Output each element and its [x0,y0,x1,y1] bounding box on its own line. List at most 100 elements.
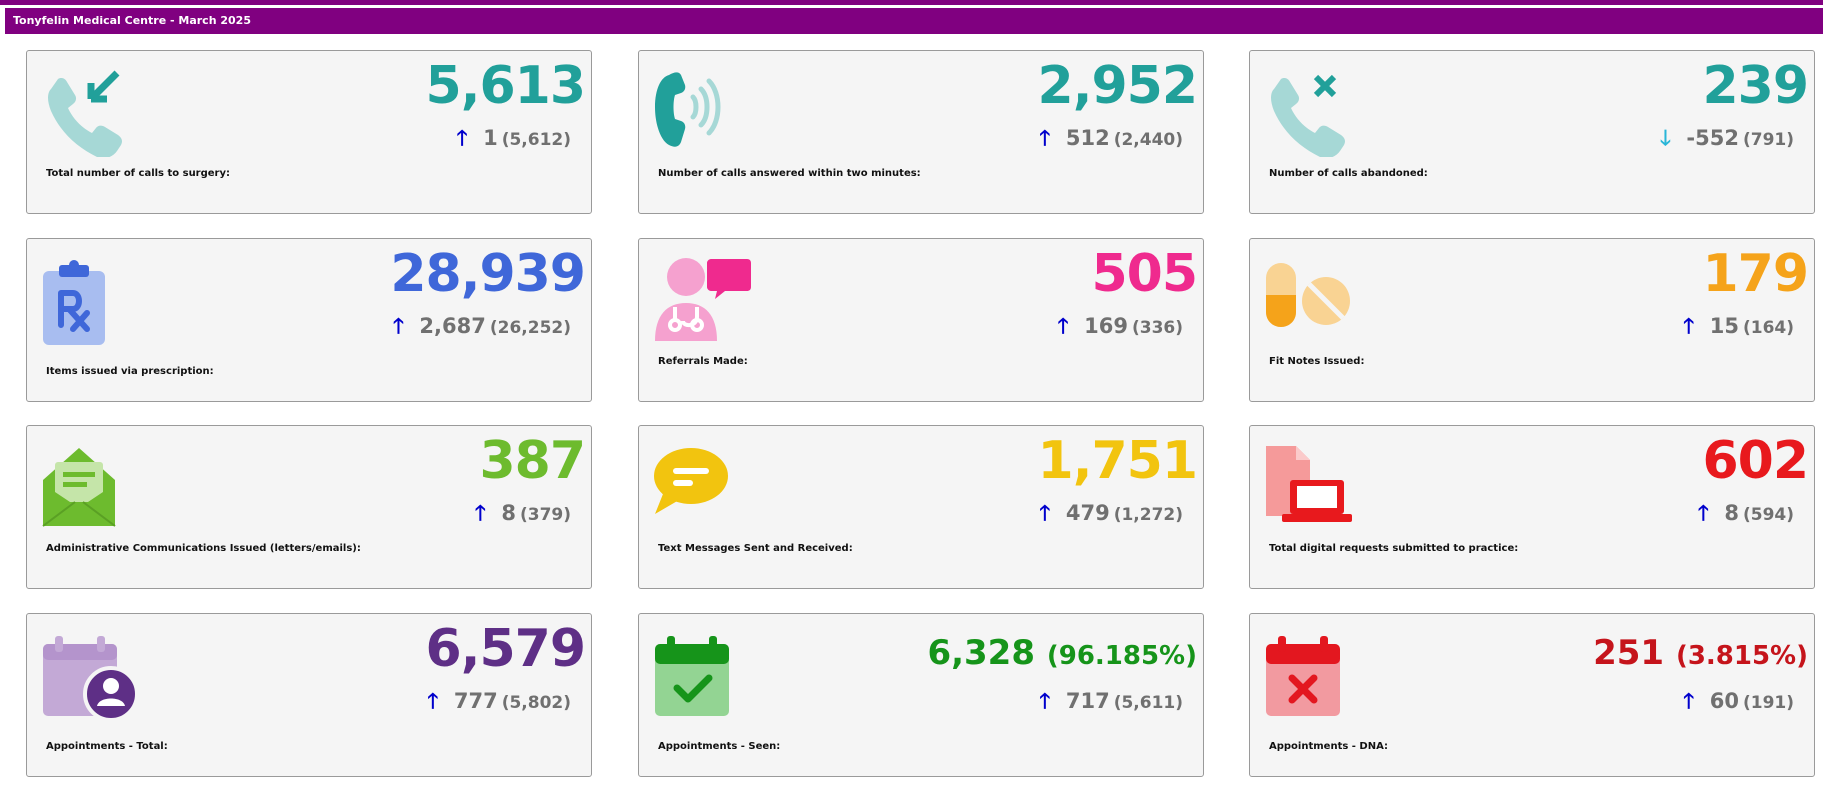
kpi-card-prescriptions: 28,939 🡑 2,687 (26,252) Items issued via p… [26,238,592,402]
kpi-card-calls-abandoned: 239 🡓 -552 (791) Number of calls abandoned… [1249,50,1815,214]
arrow-up-icon: 🡑 [456,126,468,150]
kpi-change-value: 2,687 [419,314,486,338]
kpi-change-value: 169 [1084,314,1128,338]
kpi-value: 5,613 [425,56,586,116]
chat-bubble-icon [653,448,743,538]
kpi-change: 🡑 2,687 (26,252) [387,313,571,341]
kpi-change-value: -552 [1686,126,1739,150]
kpi-label: Text Messages Sent and Received: [658,543,853,554]
kpi-value: 239 [1702,56,1809,116]
arrow-down-icon: 🡓 [1659,126,1671,150]
kpi-previous-value: (191) [1742,693,1794,713]
arrow-up-icon: 🡑 [1039,126,1051,150]
kpi-previous-value: (1,272) [1113,505,1183,525]
top-border [0,0,1823,5]
kpi-previous-value: (164) [1742,318,1794,338]
kpi-card-calls-answered: 2,952 🡑 512 (2,440) Number of calls answer… [638,50,1204,214]
open-envelope-icon [41,444,131,534]
kpi-card-admin-comms: 387 🡑 8 (379) Administrative Communication… [26,425,592,589]
kpi-change-value: 15 [1709,314,1739,338]
kpi-value: 28,939 [390,244,586,304]
kpi-label: Number of calls abandoned: [1269,168,1428,179]
phone-ringing-icon [653,67,743,157]
kpi-value: 251 (3.815%) [1593,628,1808,681]
kpi-value: 6,328 (96.185%) [927,628,1197,681]
kpi-change: 🡑 15 (164) [1678,313,1794,341]
kpi-previous-value: (5,612) [501,130,571,150]
kpi-change-value: 479 [1065,501,1110,525]
kpi-value: 6,579 [425,619,586,679]
kpi-previous-value: (5,802) [501,693,571,713]
kpi-change-value: 8 [1724,501,1739,525]
kpi-previous-value: (791) [1742,130,1794,150]
kpi-label: Total number of calls to surgery: [46,168,231,179]
page-title: Tonyfelin Medical Centre - March 2025 [5,8,1823,34]
kpi-label: Total digital requests submitted to prac… [1269,543,1519,554]
missed-call-icon [1264,67,1354,159]
prescription-clipboard-icon [41,259,131,349]
kpi-change: 🡑 717 (5,611) [1034,688,1183,716]
arrow-up-icon: 🡑 [427,689,439,713]
kpi-card-appointments-seen: 6,328 (96.185%) 🡑 717 (5,611) Appointments… [638,613,1204,777]
kpi-change: 🡓 -552 (791) [1654,125,1794,153]
kpi-card-appointments-dna: 251 (3.815%) 🡑 60 (191) Appointments - DNA… [1249,613,1815,777]
kpi-value: 505 [1091,244,1198,304]
kpi-change: 🡑 512 (2,440) [1034,125,1183,153]
kpi-change-value: 717 [1065,689,1110,713]
kpi-label: Appointments - DNA: [1269,741,1389,752]
kpi-previous-value: (5,611) [1113,693,1183,713]
kpi-change-value: 60 [1709,689,1739,713]
kpi-value-number: 6,328 [927,633,1035,673]
kpi-card-referrals: 505 🡑 169 (336) Referrals Made: [638,238,1204,402]
calendar-check-icon [653,634,743,724]
kpi-value-percent: (3.815%) [1675,641,1808,671]
doctor-referral-icon [653,257,751,347]
arrow-up-icon: 🡑 [474,501,486,525]
calendar-cross-icon [1264,634,1354,724]
incoming-call-icon [41,67,131,159]
arrow-up-icon: 🡑 [1683,314,1695,338]
kpi-previous-value: (379) [519,505,571,525]
kpi-card-fit-notes: 179 🡑 15 (164) Fit Notes Issued: [1249,238,1815,402]
kpi-card-total-calls: 5,613 🡑 1 (5,612) Total number of calls to… [26,50,592,214]
arrow-up-icon: 🡑 [1039,689,1051,713]
arrow-up-icon: 🡑 [1057,314,1069,338]
calendar-user-icon [41,634,139,724]
kpi-value: 2,952 [1037,56,1198,116]
kpi-card-text-messages: 1,751 🡑 479 (1,272) Text Messages Sent and… [638,425,1204,589]
kpi-label: Referrals Made: [658,356,748,367]
kpi-label: Appointments - Total: [46,741,168,752]
arrow-up-icon: 🡑 [392,314,404,338]
kpi-change: 🡑 8 (594) [1692,500,1794,528]
kpi-card-appointments-total: 6,579 🡑 777 (5,802) Appointments - Total: [26,613,592,777]
kpi-value: 1,751 [1037,431,1198,491]
kpi-change-value: 1 [483,126,498,150]
kpi-previous-value: (2,440) [1113,130,1183,150]
arrow-up-icon: 🡑 [1039,501,1051,525]
kpi-change: 🡑 8 (379) [469,500,571,528]
kpi-change: 🡑 777 (5,802) [422,688,571,716]
kpi-previous-value: (594) [1742,505,1794,525]
kpi-card-digital-requests: 602 🡑 8 (594) Total digital requests submi… [1249,425,1815,589]
kpi-change: 🡑 1 (5,612) [451,125,571,153]
kpi-label: Items issued via prescription: [46,366,214,377]
kpi-label: Administrative Communications Issued (le… [46,543,361,554]
kpi-value: 179 [1702,244,1809,304]
kpi-label: Fit Notes Issued: [1269,356,1365,367]
kpi-change: 🡑 60 (191) [1678,688,1794,716]
kpi-value: 602 [1702,431,1809,491]
kpi-value: 387 [479,431,586,491]
digital-request-laptop-icon [1264,444,1354,534]
kpi-change: 🡑 479 (1,272) [1034,500,1183,528]
kpi-change-value: 512 [1065,126,1110,150]
arrow-up-icon: 🡑 [1683,689,1695,713]
kpi-previous-value: (26,252) [489,318,571,338]
kpi-previous-value: (336) [1131,318,1183,338]
kpi-change: 🡑 169 (336) [1052,313,1183,341]
kpi-change-value: 777 [453,689,498,713]
kpi-change-value: 8 [501,501,516,525]
kpi-label: Number of calls answered within two minu… [658,168,921,179]
arrow-up-icon: 🡑 [1697,501,1709,525]
pills-icon [1264,261,1354,351]
